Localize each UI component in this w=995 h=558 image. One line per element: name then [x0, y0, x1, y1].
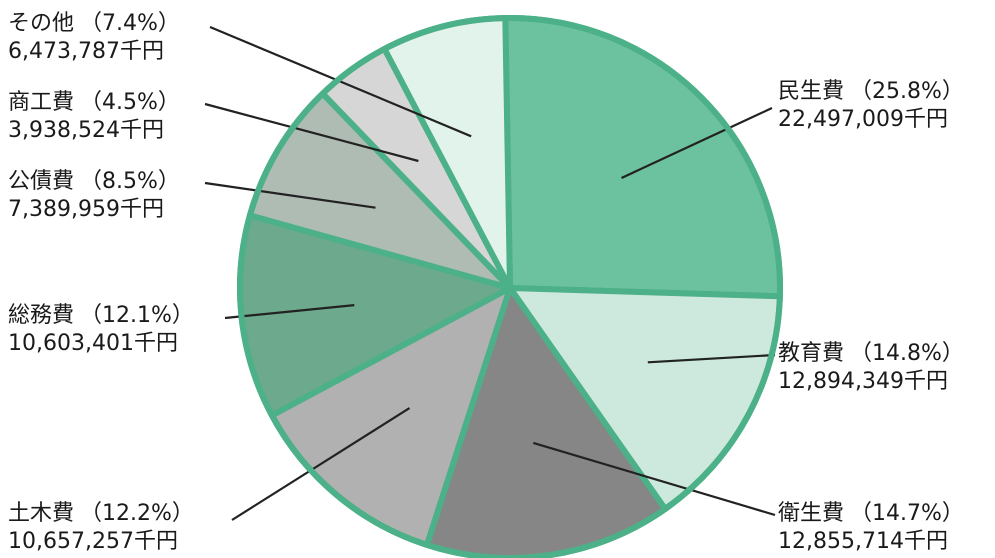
label-kosai: 公債費 （8.5%） 7,389,959千円: [8, 168, 180, 224]
label-amount: 3,938,524千円: [8, 118, 164, 143]
leader-line-kyoiku: [647, 353, 776, 364]
label-percent: （25.8%）: [850, 79, 964, 104]
label-somu: 総務費 （12.1%） 10,603,401千円: [8, 302, 194, 358]
leader-line-somu: [224, 304, 355, 320]
pie-outline: [237, 15, 783, 558]
label-percent: （14.7%）: [850, 501, 964, 526]
leader-line-eisei: [532, 441, 776, 517]
leader-line-sonota: [209, 25, 472, 138]
label-percent: （12.1%）: [80, 303, 194, 328]
label-sonota: その他 （7.4%） 6,473,787千円: [8, 10, 180, 66]
label-amount: 7,389,959千円: [8, 197, 164, 222]
label-minsei: 民生費 （25.8%） 22,497,009千円: [778, 78, 964, 134]
leader-line-shoko: [204, 102, 419, 163]
label-shoko: 商工費 （4.5%） 3,938,524千円: [8, 89, 180, 145]
label-amount: 12,855,714千円: [778, 529, 948, 554]
label-percent: （12.2%）: [80, 501, 194, 526]
label-name: 民生費: [778, 79, 845, 104]
label-eisei: 衛生費 （14.7%） 12,855,714千円: [778, 500, 964, 556]
label-percent: （14.8%）: [850, 341, 964, 366]
label-amount: 10,657,257千円: [8, 529, 178, 554]
label-percent: （8.5%）: [80, 169, 180, 194]
label-name: 公債費: [8, 169, 75, 194]
label-amount: 6,473,787千円: [8, 39, 164, 64]
label-name: 総務費: [8, 303, 75, 328]
label-percent: （4.5%）: [80, 90, 180, 115]
pie-slice-minsei: [502, 14, 783, 300]
label-kyoiku: 教育費 （14.8%） 12,894,349千円: [778, 340, 964, 396]
leader-line-minsei: [621, 107, 773, 179]
label-amount: 10,603,401千円: [8, 331, 178, 356]
label-doboku: 土木費 （12.2%） 10,657,257千円: [8, 500, 194, 556]
leader-line-kosai: [204, 181, 376, 209]
label-amount: 22,497,009千円: [778, 107, 948, 132]
label-name: 衛生費: [778, 501, 845, 526]
label-name: その他: [8, 11, 75, 36]
label-name: 土木費: [8, 501, 75, 526]
label-name: 商工費: [8, 90, 75, 115]
label-name: 教育費: [778, 341, 845, 366]
label-percent: （7.4%）: [80, 11, 180, 36]
label-amount: 12,894,349千円: [778, 369, 948, 394]
leader-line-doboku: [231, 407, 411, 521]
